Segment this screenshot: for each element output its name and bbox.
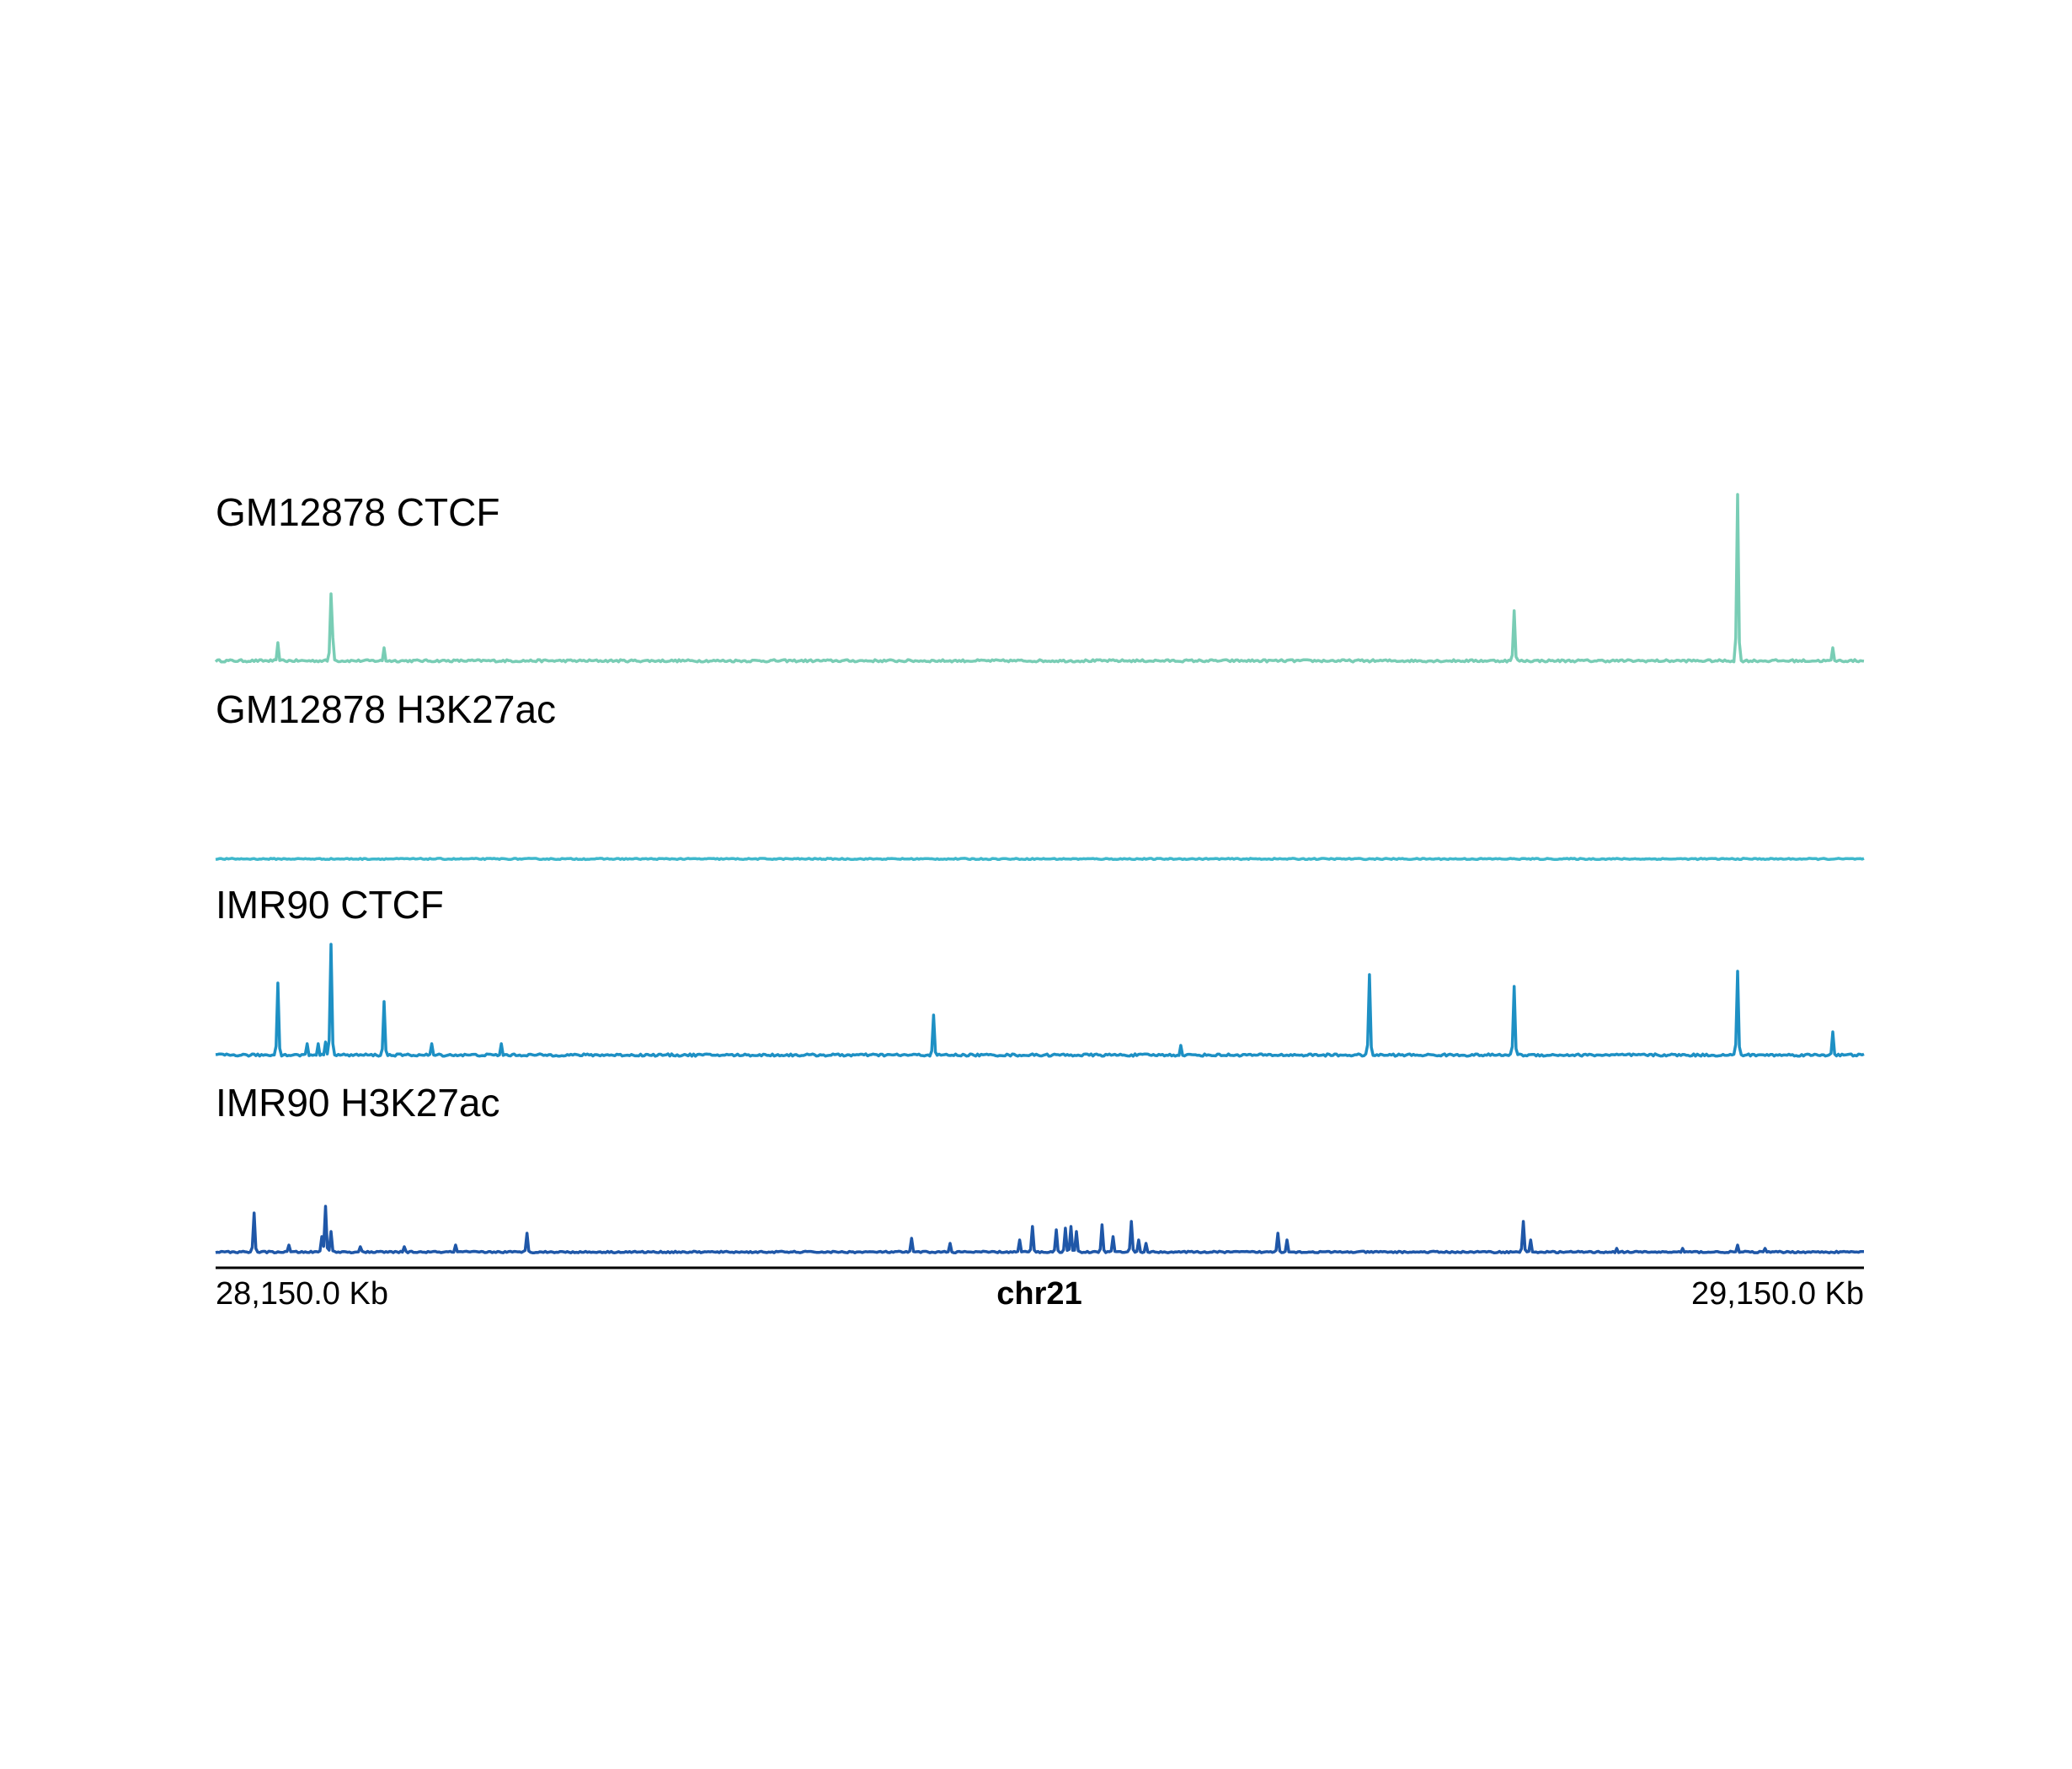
signal-line-gm12878-ctcf — [214, 493, 1865, 664]
track-label-gm12878-ctcf: GM12878 CTCF — [216, 490, 499, 534]
track-label-imr90-h3k27ac: IMR90 H3K27ac — [216, 1081, 500, 1125]
axis-chromosome-label: chr21 — [996, 1276, 1081, 1312]
signal-line-imr90-h3k27ac — [215, 1205, 1864, 1254]
track-imr90-ctcf: IMR90 CTCF — [215, 883, 1865, 1058]
signal-line-imr90-ctcf — [215, 943, 1865, 1058]
signal-line-gm12878-h3k27ac — [215, 857, 1865, 862]
axis-start-label: 28,150.0 Kb — [216, 1276, 388, 1312]
track-label-imr90-ctcf: IMR90 CTCF — [216, 883, 444, 927]
track-gm12878-ctcf: GM12878 CTCF — [214, 490, 1865, 664]
track-gm12878-h3k27ac: GM12878 H3K27ac — [215, 687, 1865, 862]
track-label-gm12878-h3k27ac: GM12878 H3K27ac — [216, 687, 556, 731]
axis-end-label: 29,150.0 Kb — [1691, 1276, 1864, 1312]
genomic-axis: 28,150.0 Kb chr21 29,150.0 Kb — [216, 1266, 1864, 1312]
track-imr90-h3k27ac: IMR90 H3K27ac — [215, 1081, 1864, 1254]
